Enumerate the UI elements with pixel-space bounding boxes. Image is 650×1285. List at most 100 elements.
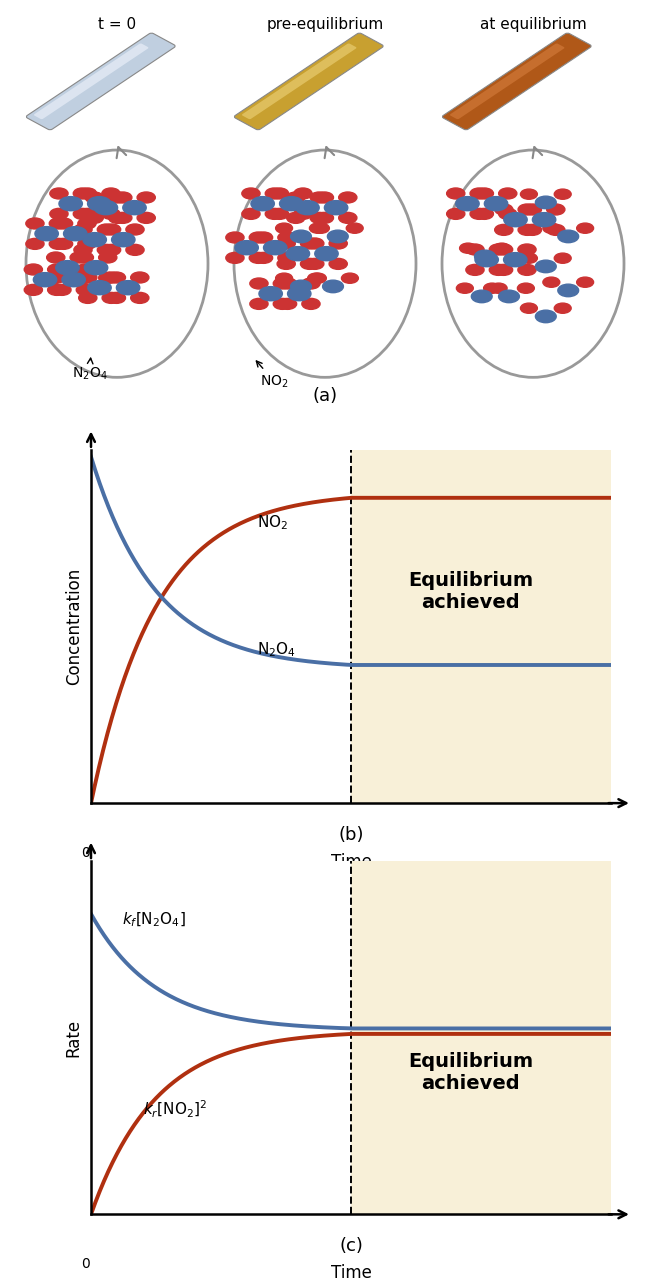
- Circle shape: [521, 189, 538, 199]
- Circle shape: [341, 274, 358, 283]
- Circle shape: [98, 244, 116, 256]
- Circle shape: [250, 298, 268, 310]
- Circle shape: [278, 252, 296, 263]
- Circle shape: [265, 188, 283, 199]
- Circle shape: [49, 239, 68, 249]
- Circle shape: [470, 188, 488, 199]
- Circle shape: [76, 284, 94, 296]
- Circle shape: [328, 230, 348, 243]
- Circle shape: [114, 191, 132, 203]
- Circle shape: [300, 258, 318, 270]
- Circle shape: [523, 225, 541, 235]
- Circle shape: [474, 251, 495, 262]
- Circle shape: [577, 224, 593, 234]
- Circle shape: [329, 258, 347, 270]
- Circle shape: [102, 188, 120, 199]
- Circle shape: [270, 208, 289, 220]
- Circle shape: [309, 274, 326, 283]
- Circle shape: [447, 208, 465, 220]
- Circle shape: [518, 204, 536, 215]
- Circle shape: [123, 200, 146, 215]
- Circle shape: [250, 278, 268, 289]
- Circle shape: [273, 298, 291, 310]
- Circle shape: [547, 225, 565, 235]
- Circle shape: [277, 238, 295, 249]
- Circle shape: [24, 284, 42, 296]
- Circle shape: [276, 274, 292, 283]
- Ellipse shape: [442, 150, 624, 378]
- Circle shape: [263, 240, 287, 254]
- Circle shape: [137, 191, 155, 203]
- Circle shape: [518, 265, 536, 275]
- Bar: [351, 861, 611, 1214]
- Circle shape: [98, 224, 116, 235]
- Circle shape: [109, 212, 127, 224]
- Circle shape: [99, 272, 117, 284]
- Circle shape: [226, 252, 244, 263]
- Circle shape: [26, 218, 44, 229]
- Circle shape: [251, 197, 274, 211]
- Circle shape: [79, 208, 97, 220]
- Circle shape: [49, 218, 68, 229]
- Circle shape: [291, 230, 311, 243]
- Circle shape: [499, 290, 519, 303]
- Circle shape: [499, 188, 517, 199]
- Circle shape: [475, 188, 493, 199]
- Circle shape: [265, 208, 283, 220]
- Circle shape: [254, 252, 272, 263]
- Y-axis label: Concentration: Concentration: [64, 568, 83, 685]
- Circle shape: [85, 191, 103, 203]
- Circle shape: [577, 278, 593, 288]
- Circle shape: [518, 244, 536, 254]
- Circle shape: [286, 247, 309, 261]
- Circle shape: [475, 208, 493, 220]
- Circle shape: [315, 212, 333, 224]
- Text: t = 0: t = 0: [98, 17, 136, 32]
- Circle shape: [278, 298, 296, 310]
- Circle shape: [273, 278, 291, 289]
- Ellipse shape: [234, 150, 416, 378]
- Circle shape: [270, 188, 289, 199]
- Circle shape: [495, 204, 513, 215]
- Circle shape: [521, 303, 538, 314]
- FancyBboxPatch shape: [442, 33, 592, 130]
- Circle shape: [78, 239, 96, 249]
- Circle shape: [109, 191, 127, 203]
- Circle shape: [554, 253, 571, 263]
- Circle shape: [50, 208, 68, 220]
- Circle shape: [88, 197, 111, 211]
- Circle shape: [70, 272, 88, 284]
- Circle shape: [554, 303, 571, 314]
- Circle shape: [55, 239, 73, 249]
- FancyBboxPatch shape: [26, 33, 176, 130]
- Circle shape: [313, 224, 330, 234]
- Circle shape: [517, 283, 534, 293]
- Circle shape: [131, 293, 149, 303]
- Text: N$_2$O$_4$: N$_2$O$_4$: [72, 359, 107, 382]
- Circle shape: [74, 224, 92, 235]
- Circle shape: [447, 188, 465, 199]
- FancyBboxPatch shape: [450, 44, 564, 120]
- Circle shape: [278, 233, 296, 243]
- Circle shape: [294, 208, 312, 220]
- Circle shape: [254, 233, 272, 243]
- Circle shape: [102, 272, 120, 283]
- Circle shape: [47, 272, 65, 284]
- Circle shape: [536, 197, 556, 208]
- Text: $k_r$[NO$_2$]$^2$: $k_r$[NO$_2$]$^2$: [143, 1099, 207, 1121]
- Circle shape: [475, 253, 499, 267]
- Y-axis label: Rate: Rate: [64, 1019, 83, 1056]
- Circle shape: [126, 224, 144, 235]
- Circle shape: [484, 283, 501, 293]
- Circle shape: [47, 284, 66, 296]
- Circle shape: [73, 208, 92, 220]
- FancyBboxPatch shape: [234, 33, 384, 130]
- Circle shape: [94, 200, 118, 215]
- Circle shape: [103, 244, 121, 256]
- Circle shape: [47, 263, 66, 275]
- Circle shape: [315, 247, 338, 261]
- Circle shape: [79, 188, 97, 199]
- Text: Equilibrium
achieved: Equilibrium achieved: [408, 571, 533, 612]
- Text: (b): (b): [338, 826, 364, 844]
- Circle shape: [504, 253, 527, 267]
